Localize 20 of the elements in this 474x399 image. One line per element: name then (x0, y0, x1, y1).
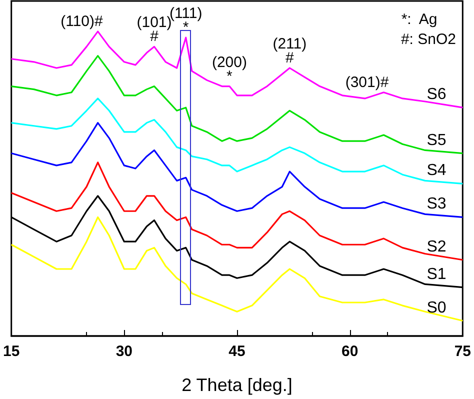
x-axis-title: 2 Theta [deg.] (182, 375, 292, 395)
annotation: (211) # (272, 36, 307, 66)
series-label: S0 (426, 299, 446, 316)
series-label: S6 (426, 86, 446, 104)
series-label: S4 (426, 162, 446, 180)
annotation: #: SnO2 (400, 31, 456, 48)
series-label: S5 (426, 132, 446, 149)
x-tick-label: 60 (341, 343, 358, 360)
annotation: (200) * (212, 54, 247, 85)
annotation: (301)# (345, 74, 390, 91)
annotation: (110)# (60, 12, 104, 30)
text: *: Ag (401, 11, 438, 28)
series-label: S2 (426, 238, 446, 256)
series-label: S3 (426, 196, 446, 213)
x-tick-label: 15 (3, 343, 20, 360)
x-tick-label: 30 (116, 343, 133, 360)
x-tick-label: 75 (454, 343, 471, 360)
series-label: S1 (426, 266, 446, 283)
x-tick-label: 45 (228, 343, 246, 360)
annotation: (101) # (136, 14, 172, 46)
